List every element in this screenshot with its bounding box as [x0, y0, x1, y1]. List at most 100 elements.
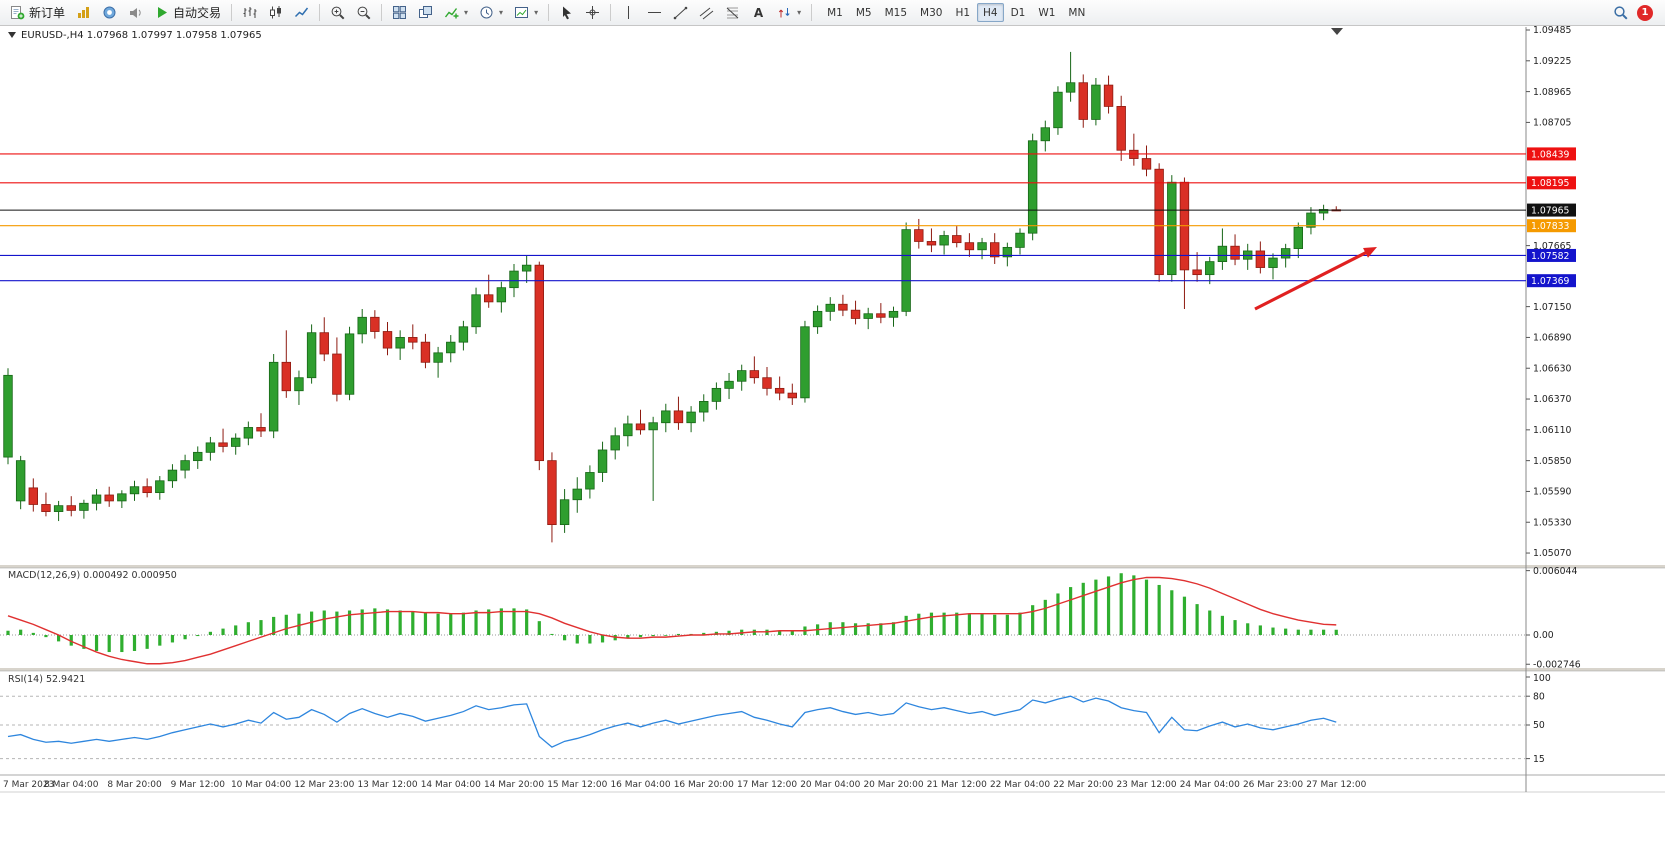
candle: [825, 297, 835, 321]
cascade-windows-button[interactable]: [413, 2, 438, 23]
vline-icon: [621, 5, 636, 20]
timeframe-h1[interactable]: H1: [949, 3, 976, 22]
candle: [1040, 120, 1051, 152]
templates-button[interactable]: ▾: [509, 2, 543, 23]
crosshair-button[interactable]: [580, 2, 605, 23]
zoom-out-icon: [356, 5, 371, 20]
candle: [1293, 222, 1304, 259]
cursor-button[interactable]: [554, 2, 579, 23]
candle: [1091, 77, 1101, 126]
candle: [1116, 95, 1126, 161]
candle: [79, 499, 89, 519]
price-level-badge-label: 1.07369: [1531, 276, 1570, 287]
new-order-button[interactable]: 新订单: [5, 2, 70, 23]
timeframe-m30[interactable]: M30: [914, 3, 948, 22]
periods-button[interactable]: ▾: [474, 2, 508, 23]
time-label: 16 Mar 20:00: [674, 780, 734, 790]
time-label: 12 Mar 23:00: [294, 780, 354, 790]
timeframe-m15[interactable]: M15: [879, 3, 913, 22]
timeframe-group: M1 M5 M15 M30 H1 H4 D1 W1 MN: [821, 3, 1091, 22]
candle: [91, 489, 102, 511]
toolbar-separator: [811, 4, 813, 21]
toolbar-right-group: 1: [1613, 4, 1660, 21]
candle: [850, 300, 861, 325]
trend-arrow-head[interactable]: [1363, 247, 1377, 258]
autotrade-play-icon: [154, 5, 169, 20]
trend-arrow[interactable]: [1254, 248, 1373, 311]
periods-icon: [479, 5, 494, 20]
time-label: 9 Mar 12:00: [171, 780, 226, 790]
time-label: 22 Mar 04:00: [990, 780, 1050, 790]
candle: [1167, 175, 1177, 282]
chart-menu-icon[interactable]: [8, 32, 16, 38]
candle: [648, 416, 658, 501]
time-label: 27 Mar 12:00: [1306, 780, 1366, 790]
zoom-out-button[interactable]: [351, 2, 376, 23]
zoom-in-button[interactable]: [325, 2, 350, 23]
search-icon[interactable]: [1613, 5, 1628, 20]
fibonacci-button[interactable]: [720, 2, 745, 23]
candle: [433, 346, 443, 378]
timeframe-d1[interactable]: D1: [1005, 3, 1032, 22]
candle: [926, 228, 937, 253]
indicators-button[interactable]: ▾: [439, 2, 473, 23]
bar-chart-button[interactable]: [237, 2, 262, 23]
candle: [344, 326, 355, 401]
new-chart-button[interactable]: [71, 2, 96, 23]
trendline-button[interactable]: [668, 2, 693, 23]
timeframe-w1[interactable]: W1: [1032, 3, 1061, 22]
line-chart-button[interactable]: [289, 2, 314, 23]
candle: [268, 354, 279, 439]
candle: [559, 489, 570, 533]
price-level-badge: [1527, 176, 1576, 190]
candles-icon: [268, 5, 283, 20]
candle: [1053, 86, 1063, 135]
pane-separator[interactable]: [0, 668, 1665, 671]
price-tick-label: 1.06890: [1533, 333, 1572, 344]
candle: [180, 454, 190, 479]
price-level-badge-label: 1.07833: [1531, 221, 1570, 232]
auto-trading-button[interactable]: 自动交易: [149, 2, 226, 23]
shift-marker-icon[interactable]: [1331, 28, 1343, 35]
candle: [129, 480, 140, 501]
timeframe-m1[interactable]: M1: [821, 3, 849, 22]
timeframe-mn[interactable]: MN: [1062, 3, 1091, 22]
price-level-badge-label: 1.08195: [1531, 178, 1570, 189]
pane-separator[interactable]: [0, 565, 1665, 568]
arrows-icon: [777, 5, 792, 20]
rsi-label: RSI(14) 52.9421: [8, 674, 85, 685]
text-button[interactable]: A: [746, 2, 771, 23]
time-label: 26 Mar 23:00: [1243, 780, 1303, 790]
toolbar-separator: [231, 4, 233, 21]
timeframe-m5[interactable]: M5: [850, 3, 878, 22]
candle: [243, 421, 254, 446]
vertical-line-button[interactable]: [616, 2, 641, 23]
candle: [699, 394, 709, 422]
candle: [218, 428, 228, 453]
bars-icon: [242, 5, 257, 20]
candle: [458, 320, 469, 351]
tile-windows-button[interactable]: [387, 2, 412, 23]
arrows-button[interactable]: ▾: [772, 2, 806, 23]
time-label: 14 Mar 04:00: [421, 780, 481, 790]
channel-button[interactable]: [694, 2, 719, 23]
candle: [408, 324, 418, 350]
notification-badge[interactable]: 1: [1637, 4, 1653, 21]
zoom-in-icon: [330, 5, 345, 20]
candle: [256, 413, 266, 437]
candle: [901, 222, 911, 317]
candle: [1154, 163, 1164, 282]
macd-signal-line: [7, 576, 1337, 665]
profiles-button[interactable]: [97, 2, 122, 23]
candle: [142, 478, 152, 498]
rsi-axis-label: 100: [1533, 673, 1551, 684]
candlestick-button[interactable]: [263, 2, 288, 23]
time-label: 17 Mar 12:00: [737, 780, 797, 790]
alerts-button[interactable]: [123, 2, 148, 23]
new-order-icon: [10, 5, 25, 20]
timeframe-h4[interactable]: H4: [977, 3, 1004, 22]
candle: [53, 500, 64, 522]
candle: [534, 261, 545, 471]
horizontal-line-button[interactable]: [642, 2, 667, 23]
